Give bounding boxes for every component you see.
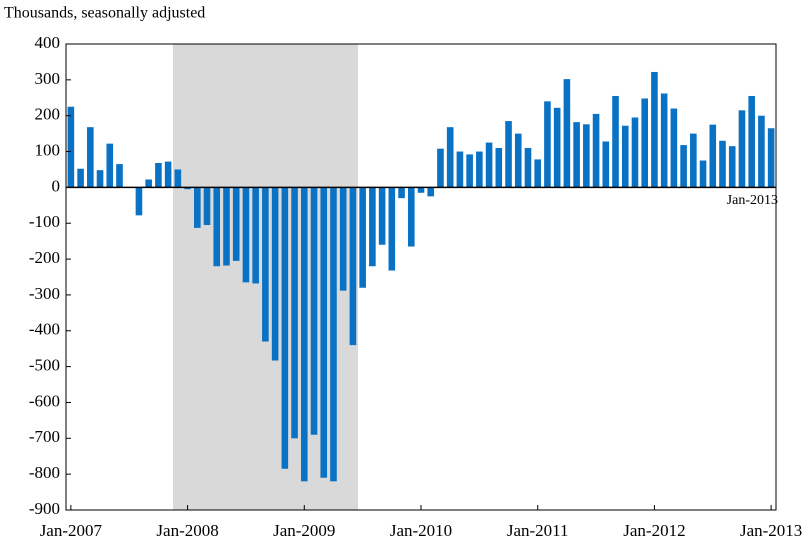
bar bbox=[748, 95, 755, 188]
bar bbox=[602, 141, 610, 188]
bar bbox=[427, 187, 435, 197]
bar bbox=[145, 179, 152, 188]
bar bbox=[135, 187, 143, 216]
bar bbox=[262, 187, 269, 342]
y-tick-label: -700 bbox=[29, 427, 60, 446]
bar bbox=[544, 101, 551, 188]
bar bbox=[758, 115, 765, 188]
bar bbox=[563, 79, 571, 188]
bar bbox=[213, 187, 221, 267]
y-tick-label: 100 bbox=[35, 140, 61, 159]
bar bbox=[738, 110, 746, 188]
bar bbox=[446, 127, 454, 188]
bar bbox=[67, 106, 75, 188]
bar bbox=[398, 187, 405, 199]
bar bbox=[592, 113, 600, 188]
y-tick-label: 400 bbox=[35, 33, 61, 52]
y-tick-label: -800 bbox=[29, 463, 60, 482]
bar bbox=[690, 133, 697, 188]
bar bbox=[583, 124, 590, 188]
bar bbox=[660, 93, 668, 188]
y-tick-label: -400 bbox=[29, 320, 60, 339]
bar bbox=[203, 187, 211, 226]
bar bbox=[281, 187, 289, 469]
bar bbox=[320, 187, 328, 478]
x-tick-label: Jan-2008 bbox=[156, 521, 218, 540]
bar bbox=[670, 108, 678, 188]
x-tick-label: Jan-2009 bbox=[273, 521, 335, 540]
bar bbox=[719, 140, 726, 188]
y-tick-label: -300 bbox=[29, 284, 60, 303]
bar bbox=[514, 133, 522, 188]
bar bbox=[106, 143, 114, 188]
bar bbox=[767, 128, 775, 188]
bar bbox=[223, 187, 230, 266]
bar bbox=[359, 187, 366, 288]
bar bbox=[271, 187, 279, 361]
bar bbox=[330, 187, 337, 482]
bar bbox=[232, 187, 240, 261]
y-tick-label: -900 bbox=[29, 499, 60, 518]
bar bbox=[388, 187, 396, 271]
y-tick-label: -500 bbox=[29, 356, 60, 375]
bar bbox=[573, 122, 580, 188]
bar bbox=[553, 107, 561, 188]
x-tick-label: Jan-2010 bbox=[390, 521, 452, 540]
bar bbox=[116, 164, 123, 188]
bar bbox=[194, 187, 201, 228]
bar bbox=[242, 187, 250, 283]
bar bbox=[378, 187, 386, 245]
bar bbox=[437, 148, 444, 188]
x-tick-label: Jan-2012 bbox=[623, 521, 685, 540]
y-tick-label: 200 bbox=[35, 105, 61, 124]
bar bbox=[184, 187, 191, 190]
bar bbox=[164, 161, 172, 188]
bar bbox=[407, 187, 415, 247]
x-tick-label: Jan-2007 bbox=[40, 521, 103, 540]
bar bbox=[680, 145, 687, 188]
bar bbox=[310, 187, 318, 435]
bar bbox=[699, 160, 707, 188]
y-tick-label: -200 bbox=[29, 248, 60, 267]
bar bbox=[485, 142, 493, 188]
bar bbox=[709, 124, 717, 188]
bar bbox=[476, 151, 483, 188]
bar bbox=[300, 187, 308, 482]
bar bbox=[77, 168, 84, 188]
chart-subtitle: Thousands, seasonally adjusted bbox=[4, 5, 205, 22]
bar bbox=[291, 187, 298, 439]
bar bbox=[339, 187, 347, 291]
annotation: Jan-2013 bbox=[727, 193, 778, 208]
bar bbox=[505, 121, 512, 188]
bar bbox=[651, 71, 658, 188]
bar bbox=[87, 127, 94, 188]
y-tick-label: 300 bbox=[35, 69, 61, 88]
bar bbox=[96, 170, 104, 188]
y-tick-label: -100 bbox=[29, 212, 60, 231]
bar bbox=[621, 125, 629, 188]
bar bbox=[456, 151, 464, 188]
x-tick-label: Jan-2013 bbox=[740, 521, 802, 540]
x-tick-label: Jan-2011 bbox=[507, 521, 569, 540]
bar bbox=[417, 187, 425, 193]
bar bbox=[641, 98, 648, 188]
bar bbox=[495, 147, 503, 188]
y-tick-label: -600 bbox=[29, 391, 60, 410]
bar bbox=[728, 146, 736, 188]
bar bbox=[466, 154, 473, 188]
bar bbox=[349, 187, 357, 346]
bar bbox=[612, 95, 619, 188]
bar bbox=[524, 147, 532, 188]
bar bbox=[369, 187, 376, 267]
bar bbox=[631, 117, 639, 188]
y-tick-label: 0 bbox=[52, 176, 61, 195]
bar bbox=[252, 187, 259, 284]
plot-frame bbox=[65, 43, 777, 511]
bar bbox=[534, 159, 542, 188]
bar bbox=[155, 163, 162, 188]
bar bbox=[174, 169, 182, 188]
